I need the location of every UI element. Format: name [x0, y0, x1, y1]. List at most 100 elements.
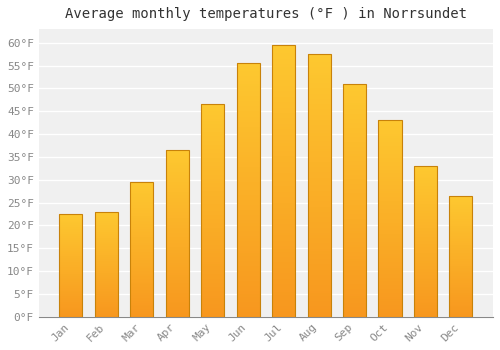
Bar	[272, 173, 295, 175]
Bar	[414, 219, 437, 220]
Bar	[236, 165, 260, 167]
Bar	[272, 184, 295, 186]
Bar	[343, 89, 366, 91]
Bar	[272, 94, 295, 97]
Bar	[95, 219, 118, 220]
Bar	[201, 313, 224, 315]
Bar	[378, 146, 402, 148]
Bar	[130, 239, 154, 240]
Bar	[378, 220, 402, 223]
Bar	[308, 230, 330, 233]
Bar	[166, 308, 189, 310]
Bar	[272, 181, 295, 184]
Bar	[414, 299, 437, 300]
Bar	[166, 262, 189, 264]
Bar	[166, 177, 189, 178]
Bar	[378, 128, 402, 130]
Bar	[201, 247, 224, 249]
Bar	[130, 291, 154, 293]
Bar	[308, 228, 330, 230]
Bar	[201, 185, 224, 187]
Bar	[343, 170, 366, 173]
Bar	[130, 205, 154, 206]
Bar	[60, 219, 82, 220]
Bar	[378, 289, 402, 291]
Bar	[166, 227, 189, 229]
Bar	[166, 159, 189, 160]
Bar	[166, 267, 189, 268]
Bar	[450, 302, 472, 303]
Bar	[166, 277, 189, 279]
Bar	[201, 257, 224, 259]
Bar	[166, 315, 189, 317]
Bar	[414, 302, 437, 303]
Bar	[130, 301, 154, 302]
Bar	[95, 256, 118, 257]
Bar	[450, 273, 472, 274]
Bar	[414, 193, 437, 195]
Bar	[130, 298, 154, 299]
Bar	[130, 275, 154, 276]
Bar	[450, 264, 472, 265]
Bar	[450, 296, 472, 297]
Bar	[272, 78, 295, 80]
Bar	[272, 59, 295, 61]
Bar	[308, 57, 330, 60]
Bar	[60, 294, 82, 295]
Bar	[95, 303, 118, 304]
Bar	[60, 248, 82, 249]
Bar	[414, 190, 437, 192]
Bar	[308, 109, 330, 112]
Bar	[414, 208, 437, 210]
Bar	[166, 168, 189, 170]
Bar	[308, 238, 330, 241]
Bar	[236, 269, 260, 271]
Bar	[95, 240, 118, 241]
Bar	[166, 150, 189, 317]
Bar	[236, 312, 260, 314]
Bar	[414, 273, 437, 275]
Bar	[130, 228, 154, 229]
Bar	[166, 290, 189, 292]
Bar	[414, 232, 437, 234]
Bar	[236, 180, 260, 182]
Bar	[166, 287, 189, 288]
Bar	[166, 218, 189, 220]
Bar	[201, 225, 224, 228]
Bar	[130, 196, 154, 197]
Bar	[414, 287, 437, 288]
Bar	[308, 217, 330, 220]
Bar	[95, 285, 118, 286]
Bar	[201, 181, 224, 183]
Bar	[130, 208, 154, 209]
Bar	[414, 180, 437, 181]
Bar	[308, 278, 330, 280]
Bar	[60, 258, 82, 259]
Bar	[60, 265, 82, 266]
Bar	[130, 243, 154, 244]
Bar	[60, 220, 82, 221]
Bar	[378, 236, 402, 238]
Bar	[414, 240, 437, 241]
Bar	[236, 302, 260, 304]
Bar	[130, 210, 154, 212]
Bar	[236, 220, 260, 223]
Bar	[60, 259, 82, 260]
Bar	[130, 315, 154, 317]
Bar	[450, 229, 472, 230]
Bar	[236, 248, 260, 251]
Bar	[236, 190, 260, 192]
Bar	[166, 157, 189, 159]
Bar	[60, 245, 82, 246]
Bar	[272, 203, 295, 205]
Bar	[130, 220, 154, 221]
Bar	[95, 215, 118, 216]
Bar	[236, 71, 260, 74]
Bar	[343, 168, 366, 170]
Bar	[378, 262, 402, 264]
Bar	[308, 180, 330, 183]
Bar	[130, 306, 154, 307]
Bar	[236, 185, 260, 188]
Bar	[95, 246, 118, 247]
Bar	[343, 161, 366, 163]
